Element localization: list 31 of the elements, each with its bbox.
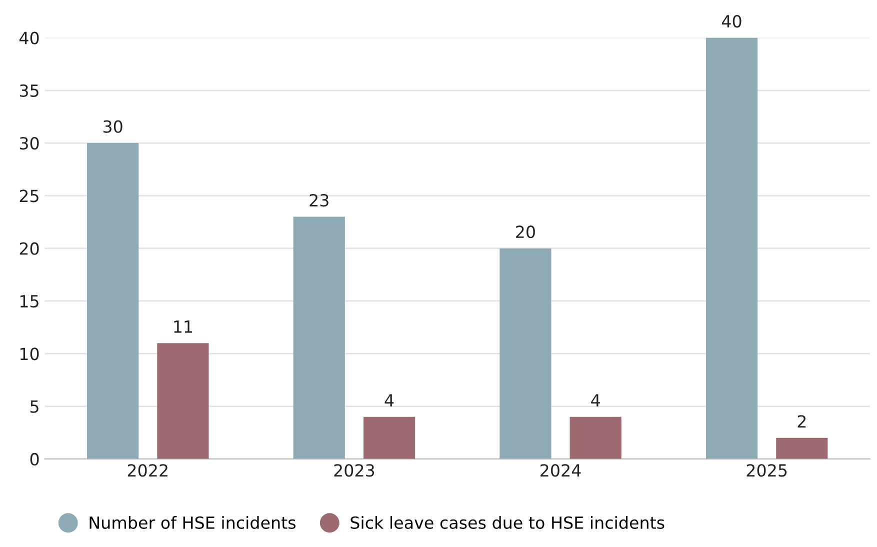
bar xyxy=(293,216,345,459)
bar xyxy=(157,343,209,459)
y-tick-label: 25 xyxy=(20,190,38,202)
data-label: 11 xyxy=(174,320,192,333)
data-label: 4 xyxy=(591,394,600,406)
bar xyxy=(776,438,828,459)
bar xyxy=(87,143,139,459)
y-tick-label: 35 xyxy=(20,84,38,97)
bar xyxy=(570,416,622,459)
y-tick-label: 10 xyxy=(20,348,39,360)
data-label: 40 xyxy=(722,14,742,28)
y-tick-label: 30 xyxy=(20,137,39,150)
legend-label: Sick leave cases due to HSE incidents xyxy=(350,516,664,529)
y-tick-label: 15 xyxy=(20,295,38,308)
x-tick-label: 2023 xyxy=(334,464,374,477)
data-label: 2 xyxy=(798,415,806,428)
legend-label: Number of HSE incidents xyxy=(90,516,296,529)
y-tick-label: 40 xyxy=(19,32,39,44)
bar xyxy=(363,416,416,459)
data-label: 4 xyxy=(384,394,394,406)
data-label: 23 xyxy=(310,194,328,207)
bar xyxy=(706,38,758,459)
x-tick-label: 2022 xyxy=(128,464,168,477)
x-tick-label: 2024 xyxy=(540,464,581,477)
y-tick-label: 5 xyxy=(30,400,38,413)
data-label: 30 xyxy=(103,120,122,133)
bar xyxy=(500,248,552,459)
y-tick-label: 0 xyxy=(30,452,39,466)
y-tick-label: 20 xyxy=(20,242,39,255)
data-label: 20 xyxy=(516,226,535,238)
x-tick-label: 2025 xyxy=(746,464,787,477)
